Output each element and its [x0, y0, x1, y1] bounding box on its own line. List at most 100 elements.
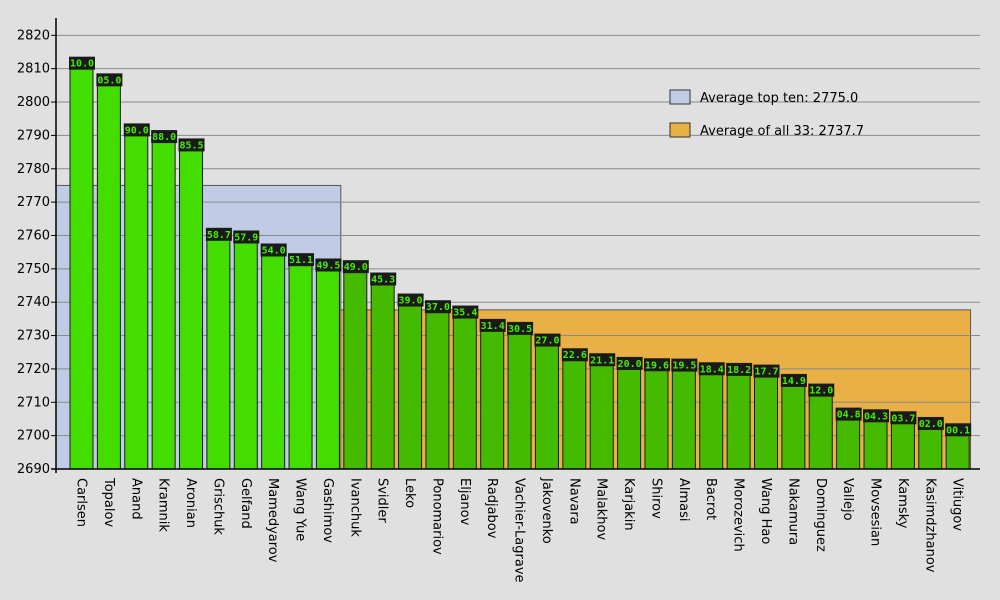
data-label: 18.2 — [727, 365, 751, 376]
bar — [343, 271, 368, 470]
data-label: 30.5 — [508, 324, 532, 335]
y-tick-label: 2690 — [17, 462, 50, 477]
data-label: 27.0 — [535, 336, 559, 347]
x-tick-label: Karjakin — [621, 478, 636, 531]
y-tick-label: 2820 — [17, 28, 50, 43]
x-tick-label: Grischuk — [210, 478, 225, 535]
x-tick-label: Kramnik — [156, 478, 171, 532]
bar — [480, 330, 505, 470]
data-label: 85.5 — [179, 140, 203, 151]
bar — [233, 241, 258, 470]
bar — [890, 422, 915, 470]
x-tick-label: Gelfand — [238, 478, 253, 529]
data-label-box — [808, 383, 835, 397]
data-label-box — [780, 373, 807, 387]
data-label-box — [726, 362, 753, 376]
legend: Average top ten: 2775.0 Average of all 33… — [669, 89, 864, 139]
data-label-box — [260, 243, 287, 257]
x-tick-label: Almasi — [676, 478, 691, 522]
bar — [534, 345, 559, 470]
data-label-box — [616, 356, 643, 370]
y-tick-label: 2810 — [17, 62, 50, 77]
data-label-box — [507, 321, 534, 335]
data-label: 49.5 — [316, 261, 340, 272]
x-tick-label: Bacrot — [703, 478, 718, 520]
data-label-box — [151, 130, 178, 144]
y-tick-labels: 2690 2700 2710 2720 2730 2740 2750 2760 2770 2780… — [17, 28, 50, 477]
y-tick-label: 2760 — [17, 228, 50, 243]
y-tick-label: 2730 — [17, 329, 50, 344]
data-label-box — [315, 258, 342, 272]
x-tick-label: Jakovenko — [539, 477, 554, 544]
x-tick-label: Anand — [128, 478, 143, 520]
data-label: 31.4 — [481, 321, 505, 332]
data-label: 37.0 — [426, 302, 450, 313]
data-label-box — [342, 260, 369, 274]
bar — [808, 395, 833, 470]
y-tick-label: 2710 — [17, 395, 50, 410]
data-label-box — [96, 73, 123, 87]
data-label-box — [835, 407, 862, 421]
bar — [754, 376, 778, 470]
legend-label: Average top ten: 2775.0 — [700, 91, 858, 106]
bar — [370, 284, 395, 470]
data-label: 04.3 — [864, 411, 888, 422]
data-label-box — [178, 138, 205, 152]
data-label-box — [288, 253, 315, 267]
x-tick-label: Radjabov — [484, 478, 499, 539]
bar — [671, 370, 696, 470]
bar — [151, 141, 176, 470]
bar — [179, 149, 204, 470]
data-label-box — [69, 56, 95, 70]
data-label: 58.7 — [207, 230, 231, 241]
data-label: 51.1 — [289, 255, 313, 266]
data-label: 18.4 — [700, 364, 724, 375]
x-tick-label: Ponomariov — [429, 478, 444, 555]
y-tick-label: 2780 — [17, 162, 50, 177]
data-label: 49.0 — [344, 262, 368, 273]
data-label-box — [205, 227, 232, 241]
bar — [918, 428, 943, 470]
bar — [96, 84, 121, 470]
data-label: 02.0 — [919, 419, 943, 430]
y-tick-label: 2720 — [17, 362, 50, 377]
x-tick-label: Nakamura — [785, 478, 800, 545]
y-tick-label: 2790 — [17, 128, 50, 143]
y-tick-label: 2700 — [17, 429, 50, 444]
data-label: 14.9 — [782, 376, 806, 387]
data-label: 88.0 — [152, 132, 176, 143]
bar — [69, 68, 94, 470]
data-label: 17.7 — [754, 367, 778, 378]
x-tick-label: Carlsen — [74, 478, 89, 527]
axes — [51, 18, 980, 473]
x-tick-label: Kasimdzhanov — [922, 478, 937, 573]
data-label: 39.0 — [399, 296, 423, 307]
legend-swatch — [669, 89, 691, 105]
bar — [781, 385, 806, 470]
data-label: 19.5 — [672, 361, 696, 372]
x-tick-label: Mamedyarov — [265, 478, 280, 563]
x-tick-label: Dominguez — [813, 478, 828, 552]
data-label-box — [397, 293, 424, 307]
data-label-box — [370, 272, 397, 286]
data-label-box — [424, 300, 451, 314]
x-tick-label: Ivanchuk — [347, 478, 362, 537]
data-label: 21.1 — [590, 355, 614, 366]
data-label-box — [917, 416, 944, 430]
bar — [644, 369, 669, 470]
y-tick-label: 2800 — [17, 95, 50, 110]
x-tick-label: Wang Hao — [758, 478, 773, 544]
data-label: 45.3 — [371, 275, 395, 286]
data-label-box — [643, 358, 670, 372]
x-tick-label: Movsesian — [868, 478, 883, 546]
data-label-box — [479, 318, 506, 332]
bar — [863, 420, 888, 470]
x-tick-label: Gashimov — [320, 478, 335, 543]
x-tick-label: Morozevich — [731, 478, 746, 552]
bar — [261, 254, 286, 470]
data-label-box — [698, 362, 725, 376]
data-label: 35.4 — [453, 308, 477, 319]
data-label-box — [863, 409, 890, 423]
x-tick-label: Vachier-Lagrave — [512, 478, 527, 583]
x-tick-label: Vitiugov — [950, 478, 965, 531]
